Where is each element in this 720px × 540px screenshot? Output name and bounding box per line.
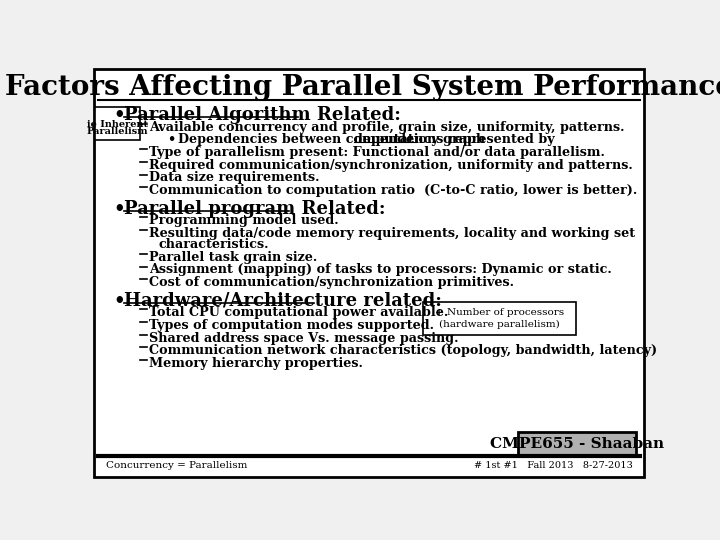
Text: + Number of processors: + Number of processors — [435, 308, 564, 316]
Text: CMPE655 - Shaaban: CMPE655 - Shaaban — [490, 437, 664, 451]
Text: # 1st #1   Fall 2013   8-27-2013: # 1st #1 Fall 2013 8-27-2013 — [474, 461, 632, 470]
Text: Assignment (mapping) of tasks to processors: Dynamic or static.: Assignment (mapping) of tasks to process… — [149, 264, 612, 276]
Text: Type of parallelism present: Functional and/or data parallelism.: Type of parallelism present: Functional … — [149, 146, 605, 159]
Text: Memory hierarchy properties.: Memory hierarchy properties. — [149, 357, 363, 370]
Text: Programming model used.: Programming model used. — [149, 214, 338, 227]
Text: Communication to computation ratio  (C-to-C ratio, lower is better).: Communication to computation ratio (C-to… — [149, 184, 637, 197]
Text: dependency graph: dependency graph — [354, 133, 485, 146]
FancyBboxPatch shape — [94, 69, 644, 477]
Text: Resulting data/code memory requirements, locality and working set: Resulting data/code memory requirements,… — [149, 227, 635, 240]
FancyBboxPatch shape — [423, 302, 576, 335]
Text: Total CPU computational power available.: Total CPU computational power available. — [149, 306, 448, 319]
Text: Dependencies between computations represented by: Dependencies between computations repres… — [178, 133, 559, 146]
Text: Data size requirements.: Data size requirements. — [149, 171, 320, 185]
Text: •: • — [113, 200, 125, 218]
Text: Parallel Algorithm Related:: Parallel Algorithm Related: — [124, 106, 401, 124]
Text: Parallel task grain size.: Parallel task grain size. — [149, 251, 317, 264]
Text: Parallel program Related:: Parallel program Related: — [124, 200, 386, 218]
Text: Available concurrency and profile, grain size, uniformity, patterns.: Available concurrency and profile, grain… — [149, 120, 624, 133]
Text: Types of computation modes supported.: Types of computation modes supported. — [149, 319, 434, 332]
Text: Parallelism: Parallelism — [86, 127, 148, 136]
Text: characteristics.: characteristics. — [158, 238, 269, 251]
Text: •: • — [113, 106, 125, 124]
Text: Factors Affecting Parallel System Performance: Factors Affecting Parallel System Perfor… — [5, 75, 720, 102]
Text: Concurrency = Parallelism: Concurrency = Parallelism — [106, 461, 247, 470]
Text: ie Inherent: ie Inherent — [86, 120, 148, 129]
Text: Hardware/Architecture related:: Hardware/Architecture related: — [124, 292, 442, 310]
FancyBboxPatch shape — [518, 432, 636, 455]
Text: •: • — [168, 133, 176, 146]
Text: Shared address space Vs. message passing.: Shared address space Vs. message passing… — [149, 332, 459, 345]
FancyBboxPatch shape — [96, 107, 140, 140]
Text: •: • — [113, 292, 125, 310]
Text: Communication network characteristics (topology, bandwidth, latency): Communication network characteristics (t… — [149, 345, 657, 357]
Text: Required communication/synchronization, uniformity and patterns.: Required communication/synchronization, … — [149, 159, 633, 172]
Text: Cost of communication/synchronization primitives.: Cost of communication/synchronization pr… — [149, 276, 514, 289]
Text: (hardware parallelism): (hardware parallelism) — [438, 320, 559, 329]
